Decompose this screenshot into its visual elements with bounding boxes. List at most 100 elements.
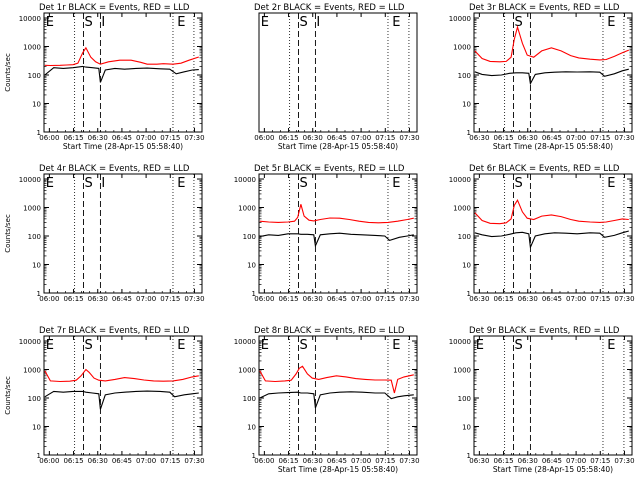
event-marker-label: E xyxy=(177,176,185,191)
x-tick-label: 07:30 xyxy=(614,295,634,303)
panel-det-6r: Det 6r BLACK = Events, RED = LLD 1 10 100 10… xyxy=(449,164,635,303)
x-tick-label: 07:30 xyxy=(184,295,204,303)
series-lld-line xyxy=(474,199,629,225)
event-marker-label: I xyxy=(101,15,105,30)
event-marker-label: I xyxy=(316,15,320,30)
y-tick-label: 10 xyxy=(247,424,256,432)
y-axis-label: Counts/sec xyxy=(4,376,12,415)
x-tick-label: 07:30 xyxy=(614,134,634,142)
series-lld-line xyxy=(44,46,199,67)
y-tick-label: 10 xyxy=(32,101,41,109)
panel-det-9r: Det 9r BLACK = Events, RED = LLD Start Ti… xyxy=(449,326,635,474)
y-tick-label: 1000 xyxy=(453,205,471,213)
event-marker-label: E xyxy=(46,338,54,353)
x-tick-label: 06:30 xyxy=(469,134,489,142)
x-tick-label: 07:15 xyxy=(160,295,180,303)
y-tick-label: 10000 xyxy=(234,338,256,346)
x-axis-label: Start Time (28-Apr-15 05:58:40) xyxy=(278,465,398,474)
y-tick-label: 1 xyxy=(37,129,41,137)
x-tick-label: 06:45 xyxy=(542,457,562,465)
y-tick-label: 10000 xyxy=(19,176,41,184)
event-marker-label: E xyxy=(392,176,400,191)
event-marker-label: E xyxy=(261,15,269,30)
x-tick-label: 07:15 xyxy=(590,457,610,465)
x-tick-label: 06:30 xyxy=(518,295,538,303)
x-tick-label: 07:00 xyxy=(136,295,156,303)
x-tick-label: 07:15 xyxy=(375,457,395,465)
x-tick-label: 06:45 xyxy=(327,457,347,465)
event-marker-label: E xyxy=(177,15,185,30)
x-tick-label: 06:30 xyxy=(518,457,538,465)
plot-frame xyxy=(258,12,418,133)
x-tick-label: 07:15 xyxy=(160,134,180,142)
y-tick-label: 1000 xyxy=(23,44,41,52)
y-axis-label: Counts/sec xyxy=(4,53,12,92)
y-tick-label: 1000 xyxy=(23,367,41,375)
y-tick-label: 1 xyxy=(37,452,41,460)
event-marker-label: E xyxy=(46,176,54,191)
x-tick-label: 07:30 xyxy=(399,134,419,142)
event-marker-label: S xyxy=(85,176,93,191)
event-marker-label: E xyxy=(392,15,400,30)
x-tick-label: 06:45 xyxy=(327,295,347,303)
event-marker-label: S xyxy=(85,15,93,30)
plot-frame xyxy=(473,335,633,456)
y-tick-label: 100 xyxy=(243,395,256,403)
x-tick-label: 06:15 xyxy=(278,457,298,465)
event-marker-label: E xyxy=(46,15,54,30)
y-tick-label: 1 xyxy=(467,129,471,137)
x-tick-label: 07:00 xyxy=(566,134,586,142)
y-tick-label: 100 xyxy=(458,233,471,241)
y-tick-label: 1000 xyxy=(238,367,256,375)
x-tick-label: 07:30 xyxy=(399,295,419,303)
y-tick-label: 10 xyxy=(32,424,41,432)
x-axis-label: Start Time (28-Apr-15 05:58:40) xyxy=(493,465,613,474)
y-tick-label: 10000 xyxy=(19,338,41,346)
series-events-line xyxy=(259,391,414,409)
y-tick-label: 10 xyxy=(462,424,471,432)
x-tick-label: 06:15 xyxy=(493,295,513,303)
x-tick-label: 07:00 xyxy=(351,457,371,465)
y-tick-label: 10 xyxy=(32,262,41,270)
y-tick-label: 100 xyxy=(458,72,471,80)
y-tick-label: 100 xyxy=(458,395,471,403)
x-tick-label: 06:00 xyxy=(39,457,59,465)
plot-frame xyxy=(473,173,633,294)
x-tick-label: 06:15 xyxy=(278,134,298,142)
x-tick-label: 06:30 xyxy=(88,134,108,142)
x-tick-label: 06:30 xyxy=(303,457,323,465)
y-tick-label: 1000 xyxy=(453,367,471,375)
x-tick-label: 07:15 xyxy=(590,134,610,142)
x-tick-label: 06:45 xyxy=(112,134,132,142)
y-tick-label: 1 xyxy=(467,452,471,460)
x-tick-label: 06:30 xyxy=(88,295,108,303)
event-marker-label: E xyxy=(392,338,400,353)
panel-det-5r: Det 5r BLACK = Events, RED = LLD 1 10 100 10… xyxy=(234,164,420,303)
x-tick-label: 06:45 xyxy=(112,295,132,303)
event-marker-label: E xyxy=(607,15,615,30)
y-tick-label: 100 xyxy=(28,395,41,403)
x-tick-label: 06:00 xyxy=(254,457,274,465)
series-events-line xyxy=(474,230,629,250)
x-tick-label: 06:30 xyxy=(88,457,108,465)
panel-title: Det 4r BLACK = Events, RED = LLD xyxy=(39,164,190,174)
series-lld-line xyxy=(474,25,630,63)
y-axis-label: Counts/sec xyxy=(4,214,12,253)
event-marker-label: S xyxy=(515,176,523,191)
panel-title: Det 2r BLACK = Events, RED = LLD xyxy=(254,3,405,13)
panel-title: Det 8r BLACK = Events, RED = LLD xyxy=(254,326,405,336)
x-tick-label: 06:45 xyxy=(542,295,562,303)
x-tick-label: 06:15 xyxy=(493,457,513,465)
y-tick-label: 1000 xyxy=(453,44,471,52)
series-lld-line xyxy=(44,368,199,383)
x-axis-label: Start Time (28-Apr-15 05:58:40) xyxy=(493,142,613,151)
y-tick-label: 10000 xyxy=(449,338,471,346)
event-marker-label: E xyxy=(476,338,484,353)
event-marker-label: E xyxy=(607,338,615,353)
x-tick-label: 07:30 xyxy=(184,134,204,142)
x-tick-label: 06:00 xyxy=(254,295,274,303)
x-tick-label: 06:15 xyxy=(63,295,83,303)
panel-det-4r: Det 4r BLACK = Events, RED = LLD Counts/s… xyxy=(4,164,205,303)
x-tick-label: 07:30 xyxy=(614,457,634,465)
y-tick-label: 1 xyxy=(37,290,41,298)
